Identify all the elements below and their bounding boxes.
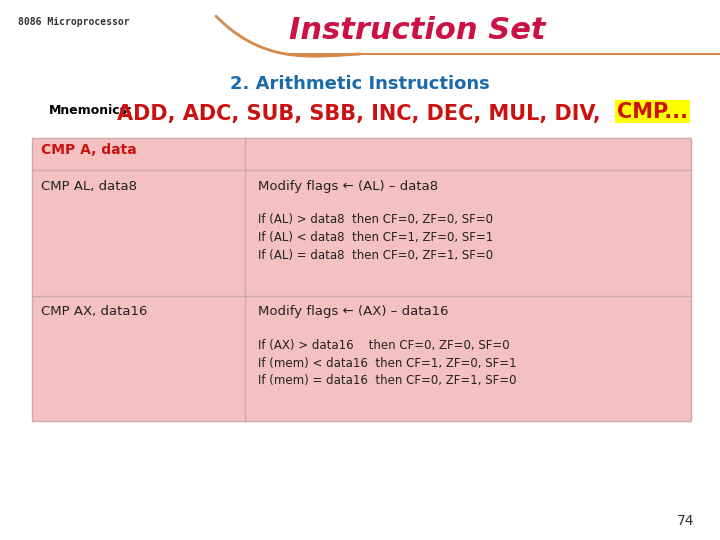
- Bar: [32, 138, 691, 421]
- Text: 74: 74: [678, 514, 695, 528]
- Text: If (mem) = data16  then CF=0, ZF=1, SF=0: If (mem) = data16 then CF=0, ZF=1, SF=0: [258, 375, 516, 388]
- Text: ADD, ADC, SUB, SBB, INC, DEC, MUL, DIV,: ADD, ADC, SUB, SBB, INC, DEC, MUL, DIV,: [117, 104, 608, 124]
- Text: If (AL) < data8  then CF=1, ZF=0, SF=1: If (AL) < data8 then CF=1, ZF=0, SF=1: [258, 231, 493, 244]
- Text: If (AL) = data8  then CF=0, ZF=1, SF=0: If (AL) = data8 then CF=0, ZF=1, SF=0: [258, 249, 493, 262]
- Text: 2. Arithmetic Instructions: 2. Arithmetic Instructions: [230, 75, 490, 92]
- Text: If (mem) < data16  then CF=1, ZF=0, SF=1: If (mem) < data16 then CF=1, ZF=0, SF=1: [258, 356, 516, 370]
- Text: If (AX) > data16    then CF=0, ZF=0, SF=0: If (AX) > data16 then CF=0, ZF=0, SF=0: [258, 339, 509, 352]
- Text: Modify flags ← (AL) – data8: Modify flags ← (AL) – data8: [258, 180, 438, 193]
- Text: CMP AL, data8: CMP AL, data8: [41, 180, 137, 193]
- Text: Mnemonics:: Mnemonics:: [49, 104, 133, 117]
- Text: If (AL) > data8  then CF=0, ZF=0, SF=0: If (AL) > data8 then CF=0, ZF=0, SF=0: [258, 213, 492, 226]
- Text: Modify flags ← (AX) – data16: Modify flags ← (AX) – data16: [258, 306, 449, 319]
- Text: CMP A, data: CMP A, data: [41, 143, 137, 157]
- Text: CMP...: CMP...: [617, 102, 688, 122]
- Text: CMP AX, data16: CMP AX, data16: [41, 306, 148, 319]
- Text: 8086 Microprocessor: 8086 Microprocessor: [18, 17, 130, 28]
- Text: Instruction Set: Instruction Set: [289, 16, 546, 45]
